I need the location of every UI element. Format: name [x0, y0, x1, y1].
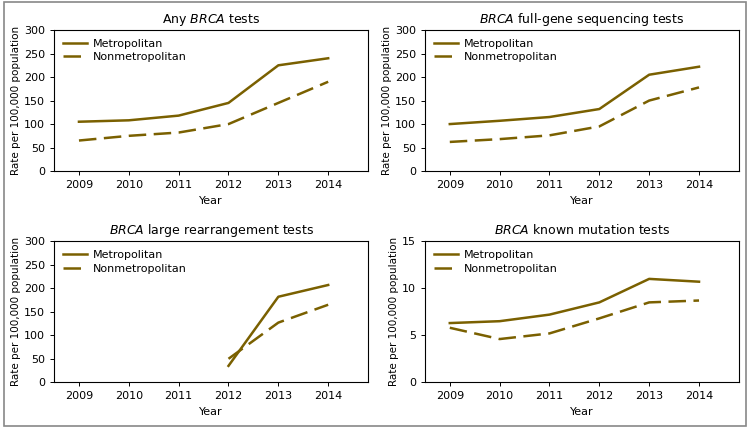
X-axis label: Year: Year — [570, 196, 594, 206]
X-axis label: Year: Year — [200, 407, 223, 417]
Title: $\it{BRCA}$ full-gene sequencing tests: $\it{BRCA}$ full-gene sequencing tests — [479, 11, 685, 28]
Title: Any $\it{BRCA}$ tests: Any $\it{BRCA}$ tests — [162, 12, 260, 28]
Title: $\it{BRCA}$ known mutation tests: $\it{BRCA}$ known mutation tests — [494, 223, 670, 238]
Legend: Metropolitan, Nonmetropolitan: Metropolitan, Nonmetropolitan — [430, 36, 561, 65]
Title: $\it{BRCA}$ large rearrangement tests: $\it{BRCA}$ large rearrangement tests — [109, 222, 314, 239]
Y-axis label: Rate per 100,000 population: Rate per 100,000 population — [11, 26, 21, 175]
Y-axis label: Rate per 100,000 population: Rate per 100,000 population — [389, 237, 399, 386]
X-axis label: Year: Year — [570, 407, 594, 417]
X-axis label: Year: Year — [200, 196, 223, 206]
Legend: Metropolitan, Nonmetropolitan: Metropolitan, Nonmetropolitan — [59, 36, 190, 65]
Legend: Metropolitan, Nonmetropolitan: Metropolitan, Nonmetropolitan — [430, 247, 561, 277]
Y-axis label: Rate per 100,000 population: Rate per 100,000 population — [11, 237, 21, 386]
Y-axis label: Rate per 100,000 population: Rate per 100,000 population — [382, 26, 392, 175]
Legend: Metropolitan, Nonmetropolitan: Metropolitan, Nonmetropolitan — [59, 247, 190, 277]
